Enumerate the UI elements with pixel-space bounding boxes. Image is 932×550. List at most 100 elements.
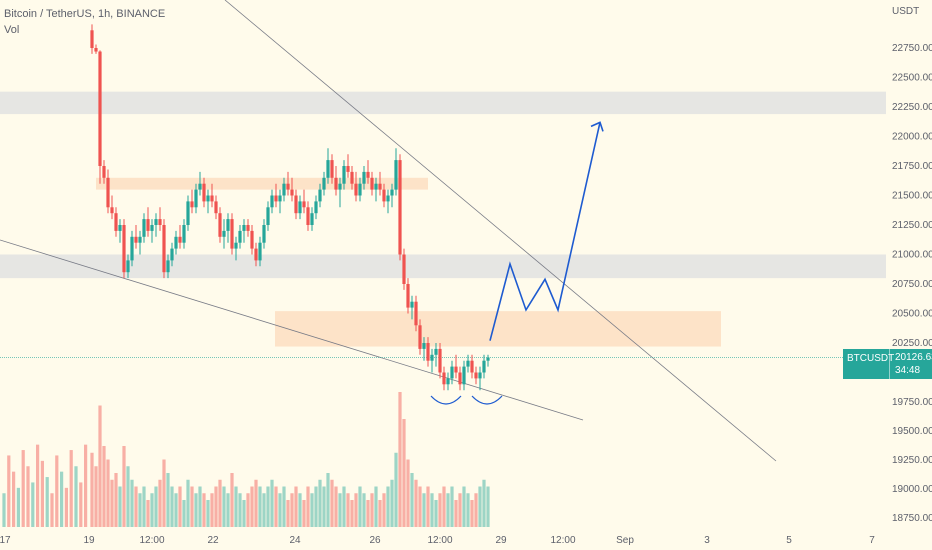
x-axis-tick-label: Sep <box>616 535 634 546</box>
volume-bar <box>350 500 354 527</box>
candle-body <box>98 51 102 166</box>
candle-body <box>138 236 142 243</box>
volume-bar <box>170 486 174 527</box>
volume-bar <box>162 459 166 527</box>
zone-orange-upper <box>96 177 428 190</box>
candle-body <box>310 213 314 225</box>
projection-arrowhead <box>590 121 604 132</box>
volume-bar <box>342 486 346 527</box>
candle-body <box>474 372 478 379</box>
volume-bar <box>226 493 230 527</box>
projection-path <box>489 122 601 341</box>
trendline-lower <box>0 239 584 421</box>
y-axis-tick-label: 22250.00 <box>892 102 932 113</box>
volume-bar <box>466 493 470 527</box>
candle-body <box>194 189 198 208</box>
candle-body <box>422 343 426 349</box>
volume-bar <box>362 493 366 527</box>
candle-body <box>210 195 214 202</box>
candle-body <box>126 260 130 273</box>
candle-body <box>346 166 350 172</box>
x-axis-tick-label: 26 <box>369 535 381 546</box>
candle-body <box>190 201 194 208</box>
volume-bar <box>7 455 11 527</box>
volume-bar <box>202 493 206 527</box>
volume-bar <box>430 493 434 527</box>
volume-bar <box>334 486 338 527</box>
candle-body <box>318 189 322 202</box>
volume-label: Vol <box>4 24 20 36</box>
volume-bar <box>406 459 410 527</box>
volume-bar <box>40 460 44 527</box>
candle-body <box>298 201 302 214</box>
y-axis-tick-label: 20250.00 <box>892 338 932 349</box>
volume-bar <box>370 493 374 527</box>
y-axis-tick-label: 22000.00 <box>892 132 932 143</box>
x-axis-tick-label: 12:00 <box>550 535 575 546</box>
candle-body <box>430 354 434 361</box>
x-axis-tick-label: 5 <box>786 535 792 546</box>
volume-bar <box>74 466 78 527</box>
y-axis-tick-label: 19000.00 <box>892 484 932 495</box>
candle-body <box>174 236 178 249</box>
candle-body <box>198 183 202 190</box>
volume-bar <box>294 486 298 527</box>
volume-bar <box>450 486 454 527</box>
zone-gray-upper <box>0 91 886 115</box>
volume-bar <box>398 392 402 527</box>
candle-body <box>286 183 290 190</box>
volume-bar <box>154 486 158 527</box>
candle-body <box>274 195 278 202</box>
candle-body <box>454 366 458 373</box>
candle-body <box>130 236 134 261</box>
volume-bar <box>210 493 214 527</box>
candle-body <box>442 372 446 385</box>
volume-bar <box>45 477 49 527</box>
candle-body <box>154 219 158 225</box>
y-axis-tick-label: 20500.00 <box>892 309 932 320</box>
double-bottom-arc <box>471 395 503 405</box>
volume-bar <box>262 493 266 527</box>
volume-bar <box>142 486 146 527</box>
y-axis-tick-label: 21500.00 <box>892 191 932 202</box>
volume-bar <box>12 471 16 527</box>
volume-bar <box>50 493 54 527</box>
volume-bar <box>246 493 250 527</box>
volume-bar <box>146 500 150 527</box>
volume-bar <box>282 486 286 527</box>
volume-bar <box>254 479 258 527</box>
volume-bar <box>374 486 378 527</box>
volume-bar <box>338 493 342 527</box>
candle-body <box>218 213 222 237</box>
volume-bar <box>114 473 118 527</box>
candle-body <box>170 248 174 261</box>
candle-body <box>294 195 298 214</box>
volume-bar <box>414 479 418 527</box>
candle-body <box>178 236 182 243</box>
x-axis-tick-label: 12:00 <box>427 535 452 546</box>
volume-bar <box>346 493 350 527</box>
candle-body <box>150 225 154 231</box>
candle-body <box>282 183 286 196</box>
volume-bar <box>36 444 40 527</box>
candle-body <box>90 30 94 48</box>
volume-bar <box>422 493 426 527</box>
x-axis-tick-label: 7 <box>869 535 875 546</box>
candle-body <box>398 160 402 255</box>
volume-bar <box>434 500 438 527</box>
price-tag-divider <box>889 349 890 379</box>
volume-bar <box>446 493 450 527</box>
candle-body <box>434 348 438 355</box>
candle-body <box>134 236 138 243</box>
current-price-tag: BTCUSDT 20126.63 34:48 <box>843 349 932 379</box>
y-axis-tick-label: 21250.00 <box>892 220 932 231</box>
x-axis-tick-label: 29 <box>495 535 507 546</box>
volume-bar <box>418 486 422 527</box>
candle-body <box>246 225 250 231</box>
candle-body <box>482 360 486 373</box>
candle-body <box>446 378 450 385</box>
candle-body <box>470 360 474 373</box>
volume-bar <box>130 479 134 527</box>
candle-body <box>366 171 370 178</box>
